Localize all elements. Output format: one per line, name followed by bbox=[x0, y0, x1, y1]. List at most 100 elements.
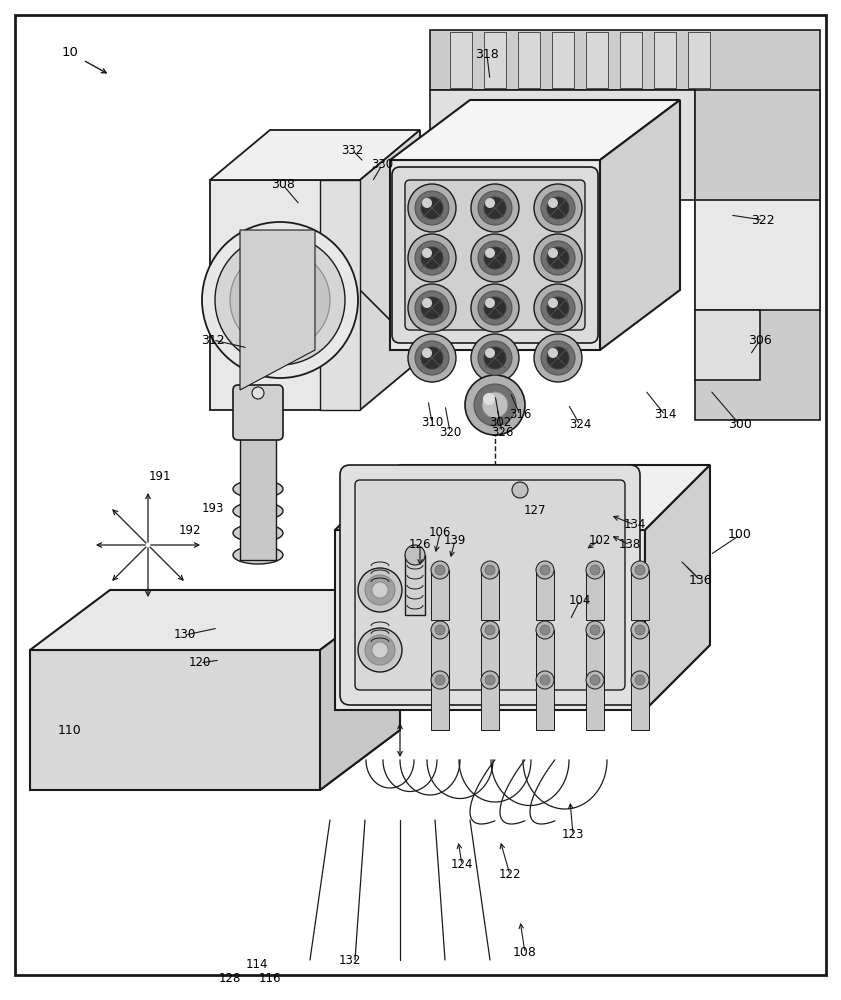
Text: 110: 110 bbox=[58, 724, 82, 736]
Circle shape bbox=[635, 675, 645, 685]
Text: 102: 102 bbox=[589, 534, 611, 546]
Circle shape bbox=[590, 675, 600, 685]
Polygon shape bbox=[320, 180, 360, 410]
Polygon shape bbox=[631, 680, 649, 730]
Circle shape bbox=[635, 625, 645, 635]
Text: 300: 300 bbox=[728, 418, 752, 432]
Circle shape bbox=[534, 184, 582, 232]
Polygon shape bbox=[210, 180, 360, 410]
Ellipse shape bbox=[233, 502, 283, 520]
Text: 310: 310 bbox=[420, 416, 443, 430]
Polygon shape bbox=[586, 32, 608, 88]
Polygon shape bbox=[620, 32, 642, 88]
Text: 114: 114 bbox=[246, 958, 268, 972]
Text: 139: 139 bbox=[444, 534, 466, 546]
Circle shape bbox=[252, 387, 264, 399]
Circle shape bbox=[586, 621, 604, 639]
Polygon shape bbox=[536, 630, 554, 680]
Circle shape bbox=[415, 291, 449, 325]
Text: 318: 318 bbox=[475, 48, 499, 62]
Circle shape bbox=[422, 298, 432, 308]
Circle shape bbox=[631, 671, 649, 689]
Circle shape bbox=[422, 348, 432, 358]
Polygon shape bbox=[431, 680, 449, 730]
Circle shape bbox=[590, 565, 600, 575]
Polygon shape bbox=[481, 570, 499, 620]
Circle shape bbox=[586, 671, 604, 689]
Circle shape bbox=[631, 621, 649, 639]
Circle shape bbox=[372, 642, 388, 658]
Circle shape bbox=[415, 341, 449, 375]
Polygon shape bbox=[240, 430, 276, 560]
Polygon shape bbox=[210, 130, 420, 180]
Text: 306: 306 bbox=[748, 334, 772, 347]
Text: 122: 122 bbox=[499, 868, 521, 882]
Circle shape bbox=[421, 197, 443, 219]
Polygon shape bbox=[390, 100, 680, 160]
Polygon shape bbox=[631, 630, 649, 680]
Circle shape bbox=[534, 234, 582, 282]
Text: 136: 136 bbox=[688, 574, 711, 586]
Circle shape bbox=[484, 247, 506, 269]
Text: 312: 312 bbox=[201, 334, 225, 347]
Polygon shape bbox=[481, 680, 499, 730]
Circle shape bbox=[485, 625, 495, 635]
Circle shape bbox=[478, 191, 512, 225]
Circle shape bbox=[202, 222, 358, 378]
Circle shape bbox=[548, 248, 558, 258]
Circle shape bbox=[541, 291, 575, 325]
Polygon shape bbox=[586, 570, 604, 620]
Polygon shape bbox=[654, 32, 676, 88]
Text: 10: 10 bbox=[61, 45, 78, 58]
Polygon shape bbox=[450, 32, 472, 88]
Polygon shape bbox=[695, 310, 760, 380]
Circle shape bbox=[365, 575, 395, 605]
Circle shape bbox=[365, 635, 395, 665]
Circle shape bbox=[547, 247, 569, 269]
Circle shape bbox=[484, 297, 506, 319]
Polygon shape bbox=[240, 230, 315, 390]
Polygon shape bbox=[518, 32, 540, 88]
Circle shape bbox=[405, 545, 425, 565]
Circle shape bbox=[631, 561, 649, 579]
Circle shape bbox=[465, 375, 525, 435]
Circle shape bbox=[478, 291, 512, 325]
Text: 326: 326 bbox=[491, 426, 513, 438]
Circle shape bbox=[590, 625, 600, 635]
Circle shape bbox=[635, 565, 645, 575]
Text: 108: 108 bbox=[513, 946, 537, 960]
Circle shape bbox=[408, 334, 456, 382]
Text: 192: 192 bbox=[179, 524, 201, 536]
Circle shape bbox=[435, 625, 445, 635]
Circle shape bbox=[534, 284, 582, 332]
Polygon shape bbox=[430, 90, 695, 200]
Polygon shape bbox=[431, 630, 449, 680]
Polygon shape bbox=[688, 32, 710, 88]
Ellipse shape bbox=[233, 480, 283, 498]
Circle shape bbox=[474, 384, 516, 426]
Polygon shape bbox=[484, 32, 506, 88]
Circle shape bbox=[435, 675, 445, 685]
Circle shape bbox=[548, 198, 558, 208]
Polygon shape bbox=[335, 645, 710, 710]
Text: 127: 127 bbox=[524, 504, 547, 516]
Polygon shape bbox=[481, 630, 499, 680]
Circle shape bbox=[471, 234, 519, 282]
Text: 106: 106 bbox=[429, 526, 451, 540]
Circle shape bbox=[485, 298, 495, 308]
Circle shape bbox=[540, 625, 550, 635]
Circle shape bbox=[484, 197, 506, 219]
Circle shape bbox=[482, 392, 508, 418]
Text: 316: 316 bbox=[509, 408, 532, 422]
Circle shape bbox=[541, 191, 575, 225]
Circle shape bbox=[541, 241, 575, 275]
Polygon shape bbox=[360, 130, 420, 410]
Circle shape bbox=[534, 334, 582, 382]
Circle shape bbox=[586, 561, 604, 579]
Polygon shape bbox=[431, 570, 449, 620]
Polygon shape bbox=[335, 530, 645, 710]
Text: 134: 134 bbox=[624, 518, 646, 532]
Circle shape bbox=[478, 341, 512, 375]
Circle shape bbox=[483, 393, 495, 405]
Circle shape bbox=[540, 675, 550, 685]
